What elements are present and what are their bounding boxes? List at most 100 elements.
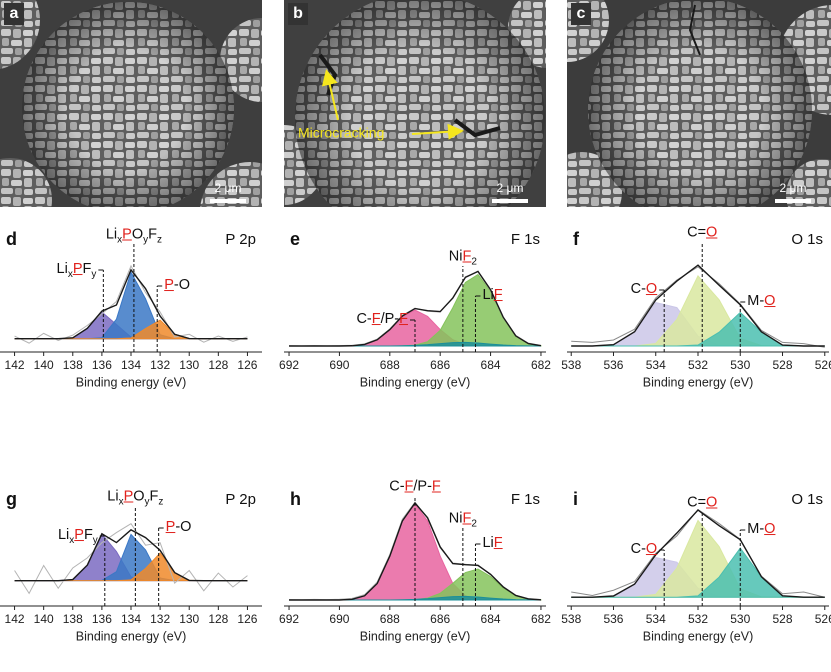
x-axis-label: Binding energy (eV) [643, 375, 753, 389]
label-part: P [72, 261, 83, 278]
shading [295, 0, 545, 207]
fit-envelope [14, 268, 248, 340]
particle [200, 162, 262, 207]
label-part: F [462, 248, 472, 265]
label-part: O [706, 224, 718, 241]
x-tick-label: 536 [603, 612, 623, 626]
image-label: c [577, 5, 586, 22]
x-tick-label: 692 [279, 612, 299, 626]
label-part: y [91, 269, 97, 281]
panel-title: O 1s [791, 491, 823, 508]
x-axis-label: Binding energy (eV) [76, 375, 186, 389]
x-tick-label: 536 [603, 358, 623, 372]
label-box [288, 3, 308, 25]
chart: 538 536 534 532 530 528 526 Binding energy (eV)… [561, 229, 831, 390]
panel-title: P 2p [225, 491, 256, 508]
x-tick-label: 140 [34, 358, 54, 372]
chart-panel: 538 536 534 532 530 528 526 Binding energy (eV)… [561, 222, 831, 402]
x-tick-label: 684 [481, 612, 501, 626]
label-part: O [131, 226, 144, 243]
x-tick-label: 136 [92, 358, 112, 372]
panel-letter: f [573, 229, 580, 249]
component-area [571, 275, 825, 347]
fit-envelope [289, 270, 542, 347]
x-axis-label: Binding energy (eV) [360, 629, 470, 643]
label-part: P [165, 519, 176, 536]
peak-label: C-F/P-F [389, 478, 441, 495]
x-tick-label: 532 [688, 358, 708, 372]
label-part: y [92, 535, 98, 547]
fit-envelope [571, 509, 825, 598]
label-part: -O [175, 519, 192, 536]
peak-label: M-O [747, 522, 775, 537]
x-tick-label: 688 [380, 358, 400, 372]
particle [0, 158, 52, 207]
fit-envelope [14, 529, 248, 582]
peak-label: NiF2 [448, 510, 477, 529]
x-tick-label: 128 [208, 358, 228, 372]
label-part: z [156, 234, 162, 246]
x-tick-label: 530 [730, 358, 750, 372]
chart: 538 536 534 532 530 528 526 Binding energy (eV)… [561, 489, 831, 644]
sem-images: a 2 μm b Microcracking 2 μm [0, 0, 831, 207]
x-tick-label: 684 [481, 358, 501, 372]
chart: 142 140 138 136 134 132 130 128 126 Binding energ… [0, 229, 262, 389]
label-part: F [404, 478, 414, 495]
peak-label: P-O [164, 278, 190, 293]
label-part: O [133, 488, 145, 505]
sem-image: c 2 μm [567, 0, 831, 207]
shading [22, 2, 234, 207]
x-tick-label: 538 [561, 358, 581, 372]
x-tick-label: 126 [237, 358, 257, 372]
panel-letter: d [6, 229, 17, 249]
scale-bar-label: 2 μm [497, 181, 524, 195]
chart: 692 690 688 686 684 682 Binding energy (eV) h F … [279, 489, 551, 644]
label-part: F [148, 226, 157, 243]
x-tick-label: 142 [5, 358, 25, 372]
label-part: C= [687, 224, 707, 241]
x-tick-label: 534 [646, 612, 666, 626]
label-part: O [706, 494, 718, 511]
chart-panel: 142 140 138 136 134 132 130 128 126 Binding energ… [0, 222, 262, 402]
label-part: F [462, 510, 472, 527]
label-part: C= [687, 494, 707, 511]
x-tick-label: 128 [208, 612, 228, 626]
label-part: /P- [380, 311, 400, 328]
label-part: F [371, 311, 381, 328]
label-part: Li [482, 287, 494, 304]
x-tick-label: 130 [179, 358, 199, 372]
label-part: -O [173, 277, 190, 294]
component-area [571, 519, 825, 598]
panel-title: O 1s [791, 231, 823, 248]
label-part: Ni [448, 248, 463, 265]
label-part: P [74, 527, 84, 544]
label-part: /P- [413, 478, 432, 495]
label-part: F [493, 287, 503, 304]
x-tick-label: 134 [121, 612, 141, 626]
peak-label: C=O [687, 494, 718, 511]
x-tick-label: 136 [92, 612, 112, 626]
label-part: x [69, 535, 75, 547]
x-axis-label: Binding energy (eV) [76, 629, 186, 643]
annotation: Microcracking [298, 125, 384, 141]
label-part: C- [356, 311, 372, 328]
x-tick-label: 530 [730, 612, 750, 626]
x-tick-label: 142 [5, 612, 25, 626]
x-tick-label: 528 [773, 612, 793, 626]
x-tick-label: 692 [279, 358, 299, 372]
peak-label: C-O [631, 542, 658, 557]
label-part: Ni [448, 510, 463, 527]
peak-label: C=O [687, 224, 718, 241]
x-tick-label: 682 [531, 612, 551, 626]
chart-panel: 692 690 688 686 684 682 Binding energy (eV) e F … [279, 222, 551, 402]
x-tick-label: 130 [179, 612, 199, 626]
label-part: Li [105, 226, 118, 243]
crack [688, 4, 701, 56]
chart: 142 140 138 136 134 132 130 128 126 Binding energ… [0, 489, 262, 643]
label-part: P [123, 488, 134, 505]
panel-title: F 1s [511, 231, 540, 248]
label-part: Li [56, 261, 68, 278]
label-part: F [149, 488, 159, 505]
arrow [411, 123, 464, 140]
